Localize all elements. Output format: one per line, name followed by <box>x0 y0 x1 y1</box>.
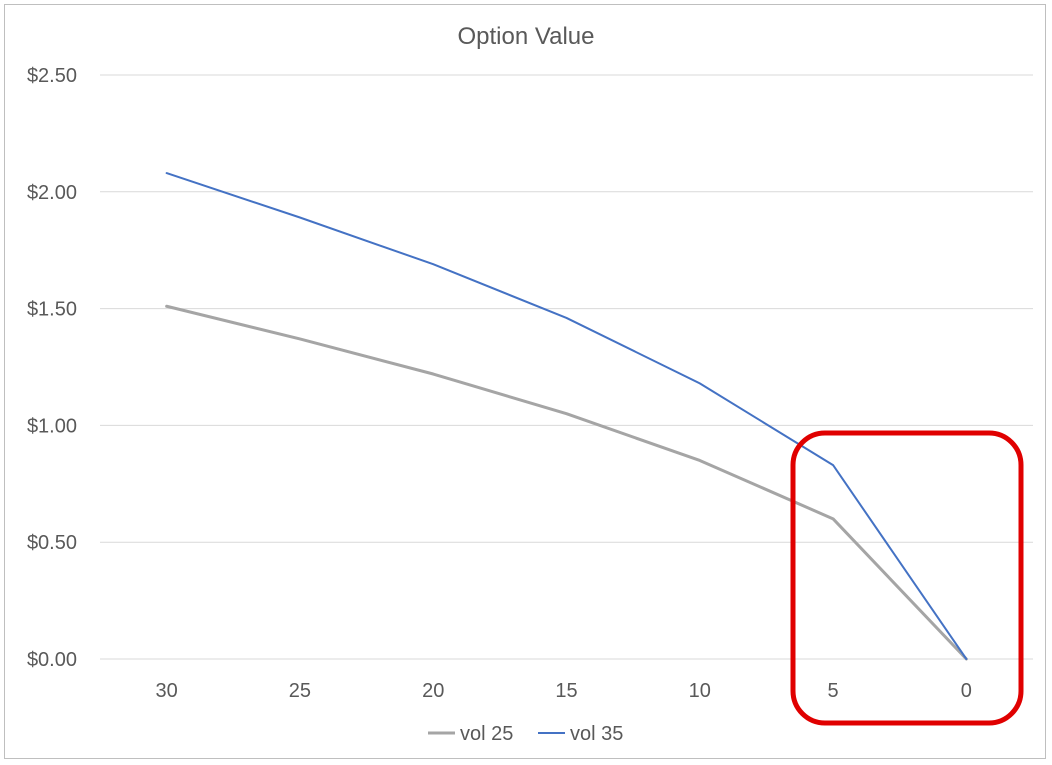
gridlines <box>100 74 1033 660</box>
x-tick-label: 10 <box>689 680 711 702</box>
series-line-vol-25 <box>165 304 968 661</box>
chart-title: Option Value <box>458 23 595 50</box>
x-tick-label: 25 <box>289 680 311 702</box>
legend: vol 25 vol 35 <box>428 723 623 745</box>
annotations <box>790 430 1024 726</box>
legend-label: vol 35 <box>570 723 623 745</box>
y-tick-label: $2.00 <box>27 182 77 204</box>
legend-label: vol 25 <box>460 723 513 745</box>
x-tick-label: 15 <box>555 680 577 702</box>
x-tick-label: 30 <box>156 680 178 702</box>
chart-frame <box>4 4 1046 759</box>
x-axis-ticks: 30 25 20 15 10 5 0 <box>156 680 972 702</box>
x-tick-label: 20 <box>422 680 444 702</box>
y-tick-label: $1.50 <box>27 299 77 321</box>
y-tick-label: $0.00 <box>27 649 77 671</box>
series-lines <box>165 172 968 661</box>
y-tick-label: $0.50 <box>27 532 77 554</box>
series-line-vol-35 <box>165 172 968 660</box>
x-tick-label: 5 <box>828 680 839 702</box>
y-tick-label: $1.00 <box>27 415 77 437</box>
highlight-box <box>790 430 1024 726</box>
y-axis-ticks: $0.00 $0.50 $1.00 $1.50 $2.00 $2.50 <box>27 65 77 671</box>
y-tick-label: $2.50 <box>27 65 77 87</box>
x-tick-label: 0 <box>961 680 972 702</box>
